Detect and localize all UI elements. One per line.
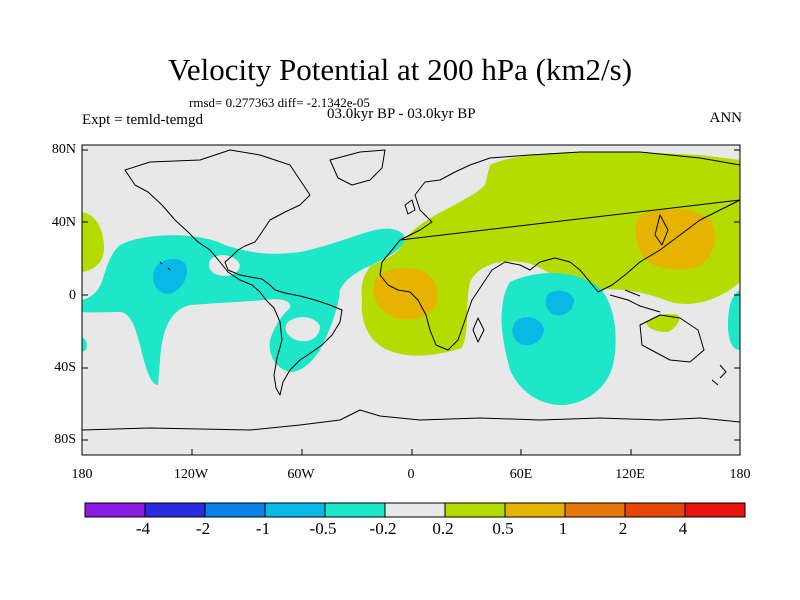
lat-label-40n: 40N <box>51 215 76 230</box>
colorbar-swatch <box>204 502 266 518</box>
coastline-north-america <box>124 149 343 396</box>
colorbar-swatch <box>84 502 146 518</box>
colorbar-label: 4 <box>678 519 688 538</box>
map-frame <box>81 144 741 456</box>
colorbar-swatch <box>624 502 686 518</box>
lon-label-120w: 120W <box>173 467 209 482</box>
colorbar-label: -1 <box>255 519 271 538</box>
lon-label-60w: 60W <box>287 467 315 482</box>
season-label: ANN <box>709 110 743 126</box>
coastlines <box>81 149 741 431</box>
positive-region-eurasia <box>361 152 740 356</box>
coastline-japan <box>654 214 669 246</box>
colorbar-swatch <box>384 502 446 518</box>
coastline-hawaii <box>159 261 171 271</box>
colorbar-swatch <box>444 502 506 518</box>
colorbar-label: -4 <box>135 519 151 538</box>
axis-ticks <box>81 149 741 455</box>
colorbar-label: 2 <box>618 519 628 538</box>
positive-region-west-edge <box>82 212 104 272</box>
colorbar-swatch <box>564 502 626 518</box>
lat-label-80n: 80N <box>51 142 76 157</box>
colorbar-label: -2 <box>195 519 211 538</box>
lat-label-eq: 0 <box>69 288 76 303</box>
colorbar-swatch <box>504 502 566 518</box>
lon-label-120e: 120E <box>615 467 645 482</box>
lat-label-80s: 80S <box>54 432 76 447</box>
negative-region-west-edge <box>82 338 87 352</box>
lon-label-60e: 60E <box>509 467 533 482</box>
positive-weak-regions <box>82 152 740 356</box>
coastline-indonesia <box>609 289 661 313</box>
colorbar-swatch <box>684 502 746 518</box>
negative-core-indian-west <box>512 317 544 346</box>
lat-label-40s: 40S <box>54 360 76 375</box>
colorbar-label: 1 <box>558 519 568 538</box>
coastline-afro-eurasia <box>379 151 741 351</box>
negative-core-pacific <box>153 258 187 294</box>
coastline-greenland <box>329 149 386 186</box>
colorbar-label: -0.5 <box>309 519 337 538</box>
negative-core-indian-north <box>545 290 574 316</box>
colorbar-swatch <box>144 502 206 518</box>
colorbar-swatch <box>324 502 386 518</box>
figure-title: Velocity Potential at 200 hPa (km2/s) <box>167 52 633 87</box>
negative-mid-regions <box>153 258 574 346</box>
period-label: 03.0kyr BP - 03.0kyr BP <box>327 106 476 122</box>
coastline-antarctica <box>81 409 741 431</box>
coastline-uk <box>404 199 416 215</box>
map-panel <box>81 144 741 456</box>
experiment-label: Expt = temld-temgd <box>82 112 203 128</box>
neutral-hole-caribbean <box>208 255 240 276</box>
stats-line: rmsd= 0.277363 diff= -2.1342e-05 <box>189 95 370 110</box>
lon-label-0: 0 <box>407 467 415 482</box>
coastline-australia <box>639 314 705 363</box>
lon-label-180e: 180 <box>729 467 751 482</box>
neutral-hole-south-america <box>285 317 320 342</box>
coastline-madagascar <box>472 317 485 343</box>
colorbar-swatch <box>264 502 326 518</box>
colorbar-label: 0.2 <box>432 519 454 538</box>
colorbar <box>84 502 746 518</box>
negative-region-indian-ocean <box>501 272 616 406</box>
colorbar-label: 0.5 <box>492 519 514 538</box>
coastline-new-zealand <box>711 364 727 386</box>
colorbar-label: -0.2 <box>369 519 397 538</box>
negative-region-east-edge <box>728 290 740 350</box>
lon-label-180w: 180 <box>71 467 93 482</box>
neutral-holes <box>208 255 320 342</box>
